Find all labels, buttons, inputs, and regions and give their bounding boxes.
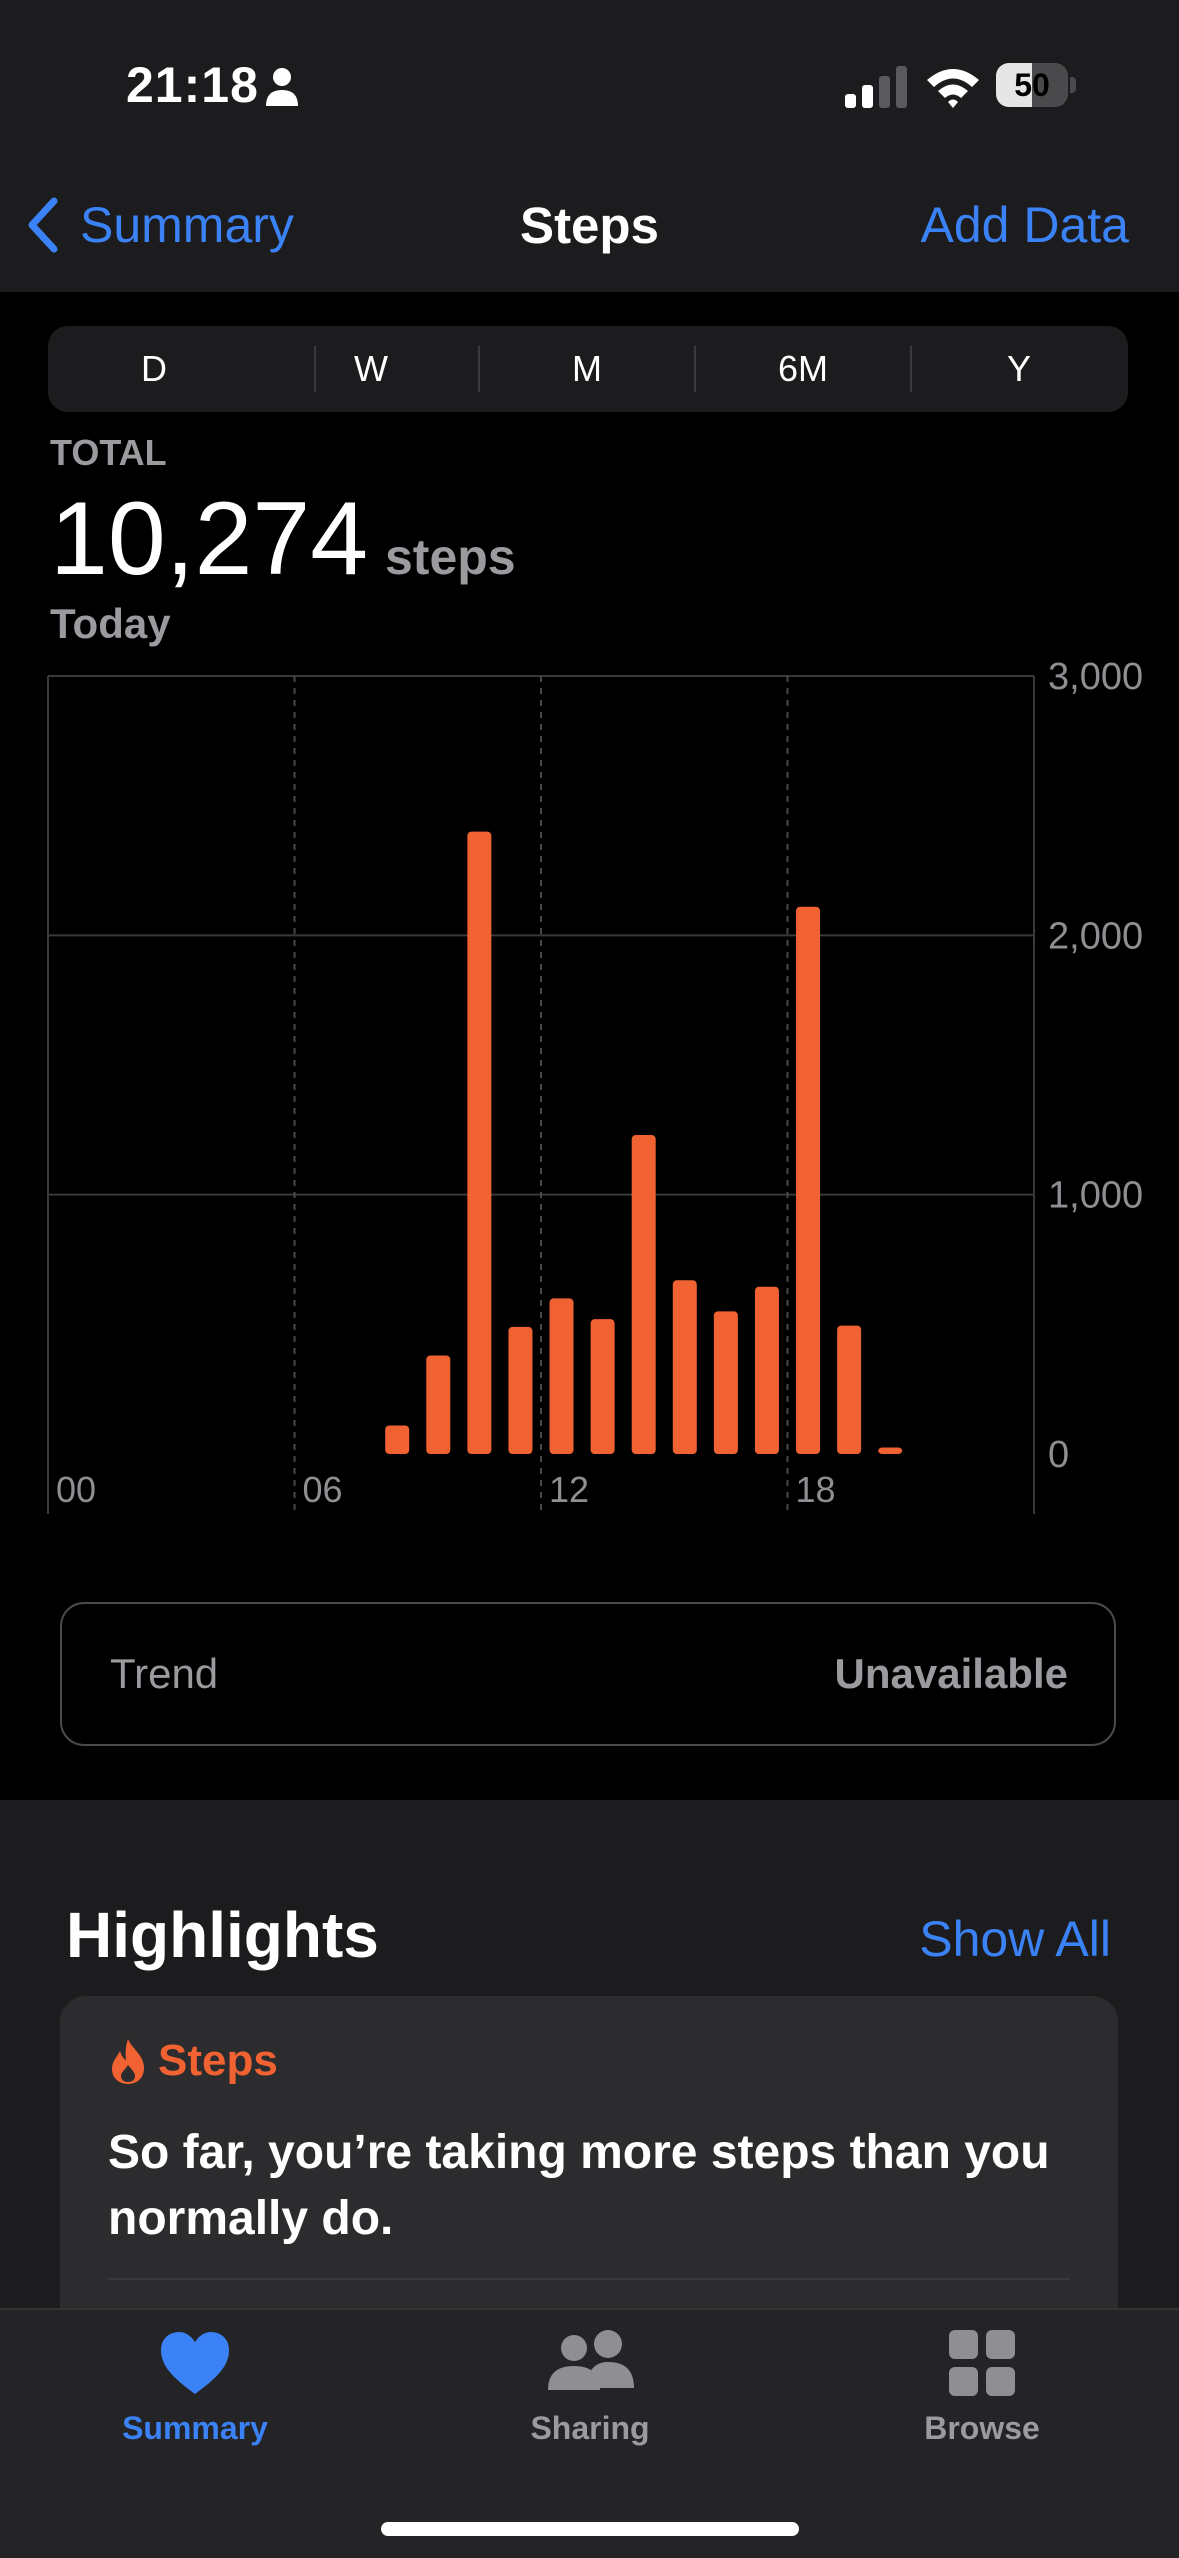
bar <box>672 1280 697 1454</box>
bar <box>754 1286 779 1454</box>
tab-summary[interactable]: Summary <box>45 2330 345 2447</box>
segment-year[interactable]: Y <box>1006 348 1031 389</box>
back-button-label: Summary <box>80 197 294 253</box>
back-button[interactable]: Summary <box>26 190 294 260</box>
time-range-selector: D W M 6M Y <box>48 326 1128 412</box>
chevron-left-icon <box>28 197 58 253</box>
x-tick-label: 12 <box>549 1469 589 1510</box>
segment-6-months[interactable]: 6M <box>777 348 828 389</box>
segment-divider <box>694 346 696 392</box>
bar <box>878 1447 903 1454</box>
trend-card[interactable]: Trend Unavailable <box>60 1602 1116 1746</box>
tab-sharing[interactable]: Sharing <box>440 2330 740 2447</box>
highlights-title: Highlights <box>66 1899 379 1971</box>
grid-icon <box>949 2330 1015 2396</box>
segment-divider <box>910 346 912 392</box>
bar <box>508 1326 533 1454</box>
add-data-button[interactable]: Add Data <box>920 197 1129 253</box>
highlight-category: Steps <box>108 2036 278 2086</box>
battery-percent: 50 <box>1014 67 1050 103</box>
y-tick-label: 1,000 <box>1048 1175 1143 1217</box>
segment-divider <box>314 346 316 392</box>
bar <box>549 1298 574 1454</box>
people-icon <box>548 2330 634 2390</box>
battery-indicator: 50 <box>996 63 1076 109</box>
segment-week[interactable]: W <box>354 348 388 389</box>
flame-icon <box>112 2039 144 2084</box>
y-tick-label: 0 <box>1048 1434 1069 1476</box>
trend-label: Trend <box>110 1650 219 1697</box>
x-tick-label: 18 <box>796 1469 836 1510</box>
tab-bar: Summary Sharing Browse <box>0 2308 1179 2558</box>
segment-divider <box>478 346 480 392</box>
status-time: 21:18 <box>126 57 259 113</box>
tab-browse-label: Browse <box>924 2410 1040 2446</box>
x-tick-label: 00 <box>56 1469 96 1510</box>
highlight-text: So far, you’re taking more steps than yo… <box>108 2126 1050 2245</box>
page-title: Steps <box>520 197 659 254</box>
x-tick-label: 06 <box>303 1469 343 1510</box>
segment-month[interactable]: M <box>572 348 602 389</box>
tab-sharing-label: Sharing <box>530 2410 650 2446</box>
steps-chart[interactable]: 0 1,000 2,000 3,000 00 06 12 18 <box>0 660 1179 1530</box>
bar <box>631 1135 656 1454</box>
home-indicator <box>381 2522 799 2536</box>
bar <box>796 906 821 1454</box>
total-label: TOTAL <box>50 432 167 473</box>
y-tick-label: 2,000 <box>1048 915 1143 957</box>
total-date: Today <box>50 600 171 647</box>
show-all-link[interactable]: Show All <box>919 1911 1111 1967</box>
trend-value: Unavailable <box>834 1650 1068 1697</box>
tab-summary-label: Summary <box>122 2410 268 2446</box>
bar <box>467 831 492 1454</box>
tab-browse[interactable]: Browse <box>832 2330 1132 2447</box>
highlight-category-label: Steps <box>158 2036 278 2085</box>
heart-icon <box>161 2332 229 2394</box>
person-icon <box>266 68 298 106</box>
cellular-signal-icon <box>845 66 907 108</box>
segment-day[interactable]: D <box>141 348 167 389</box>
bar <box>590 1319 615 1454</box>
total-value: 10,274 <box>50 481 369 597</box>
bar <box>713 1311 738 1454</box>
top-bar: 21:18 50 Summary Steps Add Data <box>0 0 1179 292</box>
bar <box>385 1425 410 1454</box>
wifi-icon <box>927 69 979 108</box>
total-unit: steps <box>385 529 516 585</box>
bar <box>426 1355 451 1454</box>
y-tick-label: 3,000 <box>1048 660 1143 698</box>
divider <box>108 2278 1070 2280</box>
bar <box>837 1325 862 1454</box>
